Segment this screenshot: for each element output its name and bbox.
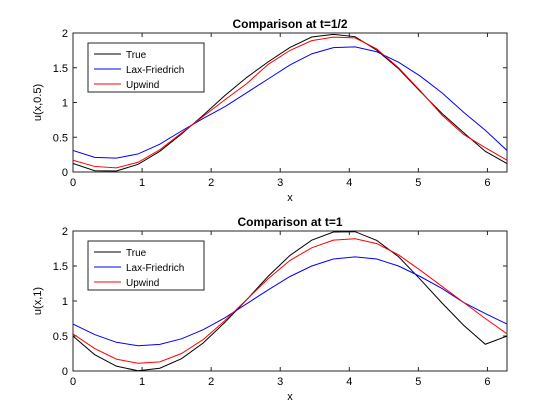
y-tick-label: 2 <box>62 28 68 40</box>
chart-title: Comparison at t=1/2 <box>232 17 347 31</box>
y-tick-label: 2 <box>62 226 68 238</box>
x-tick-label: 4 <box>346 177 352 189</box>
legend-entry-true: True <box>126 50 147 61</box>
legend-entry-true: True <box>126 248 147 259</box>
x-tick-label: 0 <box>70 177 76 189</box>
legend-entry-upwind: Upwind <box>126 278 159 289</box>
legend: True Lax-Friedrich Upwind <box>88 241 204 290</box>
y-tick-label: 0 <box>62 167 68 179</box>
x-tick-label: 2 <box>208 177 214 189</box>
x-tick-label: 5 <box>415 177 421 189</box>
x-tick-label: 6 <box>484 177 490 189</box>
x-tick-label: 6 <box>484 376 490 388</box>
x-tick-label: 4 <box>346 376 352 388</box>
x-tick-label: 1 <box>139 376 145 388</box>
x-tick-label: 1 <box>139 177 145 189</box>
y-tick-label: 0 <box>62 366 68 378</box>
legend: True Lax-Friedrich Upwind <box>88 43 204 92</box>
y-axis-label: u(x,1) <box>32 287 44 315</box>
legend-entry-lax-friedrich: Lax-Friedrich <box>126 65 184 76</box>
chart-2: 0 1 2 3 4 5 6 0 0.5 1 1.5 2 Comparison at t=1 x u(x,1)… <box>32 215 507 403</box>
x-tick-label: 0 <box>70 376 76 388</box>
legend-entry-lax-friedrich: Lax-Friedrich <box>126 263 184 274</box>
y-tick-label: 0.5 <box>53 132 68 144</box>
x-tick-label: 5 <box>415 376 421 388</box>
y-tick-label: 1.5 <box>53 63 68 75</box>
x-tick-label: 2 <box>208 376 214 388</box>
y-tick-label: 1 <box>62 296 68 308</box>
legend-entry-upwind: Upwind <box>126 80 159 91</box>
y-tick-label: 1.5 <box>53 261 68 273</box>
chart-title: Comparison at t=1 <box>237 215 342 229</box>
x-axis-label: x <box>287 391 293 403</box>
x-tick-label: 3 <box>277 376 283 388</box>
x-axis-label: x <box>287 192 293 204</box>
y-tick-label: 1 <box>62 98 68 110</box>
x-tick-label: 3 <box>277 177 283 189</box>
y-axis-label: u(x,0.5) <box>32 84 44 121</box>
chart-1: 0 1 2 3 4 5 6 0 0.5 1 1.5 2 Comparison at t=1/2 x u(x,… <box>32 17 507 204</box>
y-tick-label: 0.5 <box>53 331 68 343</box>
